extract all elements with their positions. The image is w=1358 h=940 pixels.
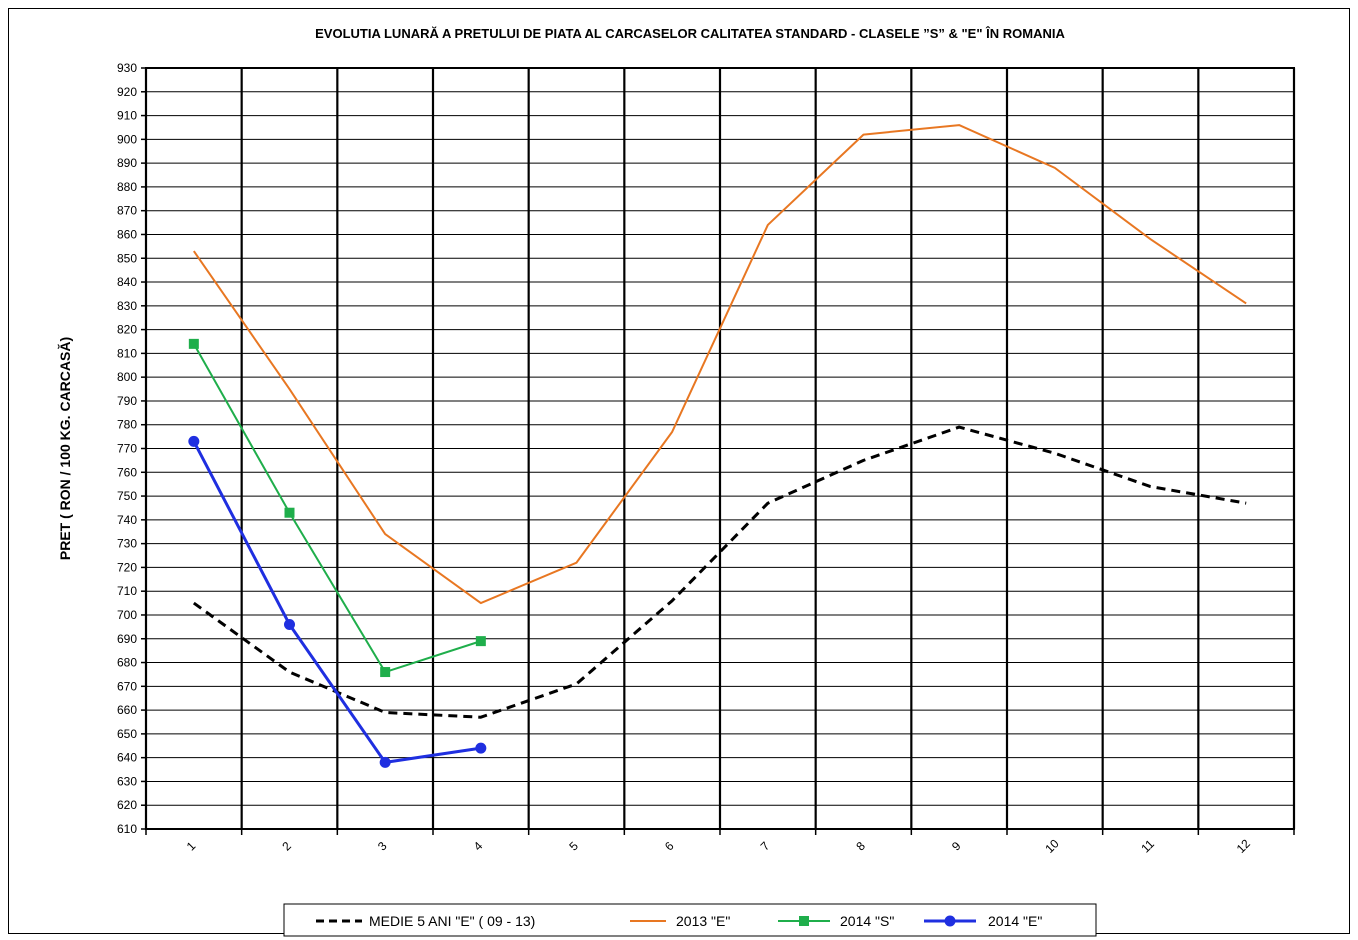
y-tick-label: 930 [117, 61, 137, 75]
y-tick-label: 690 [117, 632, 137, 646]
legend-label: 2013 "E" [676, 913, 730, 929]
data-point-circle [188, 435, 200, 447]
y-tick-label: 670 [117, 679, 137, 693]
series-layer [188, 124, 1247, 768]
y-tick-label: 700 [117, 608, 137, 622]
chart-title: EVOLUTIA LUNARĂ A PRETULUI DE PIATA AL C… [315, 26, 1065, 41]
x-tick-label: 9 [949, 839, 964, 854]
series-4 [188, 435, 487, 768]
y-tick-label: 790 [117, 394, 137, 408]
legend-item: 2013 "E" [630, 913, 730, 929]
y-tick-label: 830 [117, 299, 137, 313]
legend-label: MEDIE 5 ANI "E" ( 09 - 13) [369, 913, 535, 929]
legend-swatch-square [799, 916, 809, 926]
series-line [192, 343, 482, 674]
y-tick-label: 610 [117, 822, 137, 836]
x-tick-label: 12 [1234, 836, 1254, 856]
y-tick-label: 910 [117, 109, 137, 123]
data-point-square [380, 667, 391, 678]
y-tick-label: 920 [117, 85, 137, 99]
y-tick-label: 850 [117, 251, 137, 265]
y-tick-label: 860 [117, 227, 137, 241]
legend-label: 2014 "S" [840, 913, 894, 929]
y-tick-label: 740 [117, 513, 137, 527]
x-tick-label: 4 [471, 839, 486, 854]
x-tick-label: 7 [758, 839, 773, 854]
x-tick-label: 2 [279, 839, 294, 854]
legend-label: 2014 "E" [988, 913, 1042, 929]
x-tick-label: 11 [1138, 837, 1157, 856]
y-tick-label: 660 [117, 703, 137, 717]
legend-item: 2014 "S" [778, 913, 894, 929]
y-tick-label: 780 [117, 418, 137, 432]
y-tick-label: 710 [117, 584, 137, 598]
legend-item: 2014 "E" [924, 913, 1042, 929]
data-point-circle [379, 756, 391, 768]
y-tick-label: 840 [117, 275, 137, 289]
x-tick-label: 8 [853, 839, 868, 854]
x-tick-label: 5 [566, 839, 581, 854]
series-line [193, 124, 1247, 605]
axis-layer: 6106206306406506606706806907007107207307… [117, 61, 1295, 856]
x-tick-label: 10 [1042, 836, 1062, 856]
y-tick-label: 810 [117, 346, 137, 360]
y-tick-label: 900 [117, 132, 137, 146]
legend-box [283, 903, 1097, 937]
y-tick-label: 890 [117, 156, 137, 170]
data-point-circle [475, 742, 487, 754]
x-tick-label: 6 [662, 839, 677, 854]
series-line [192, 440, 482, 764]
y-tick-label: 760 [117, 465, 137, 479]
y-tick-label: 620 [117, 798, 137, 812]
plot-area-border [145, 67, 1295, 830]
y-tick-label: 750 [117, 489, 137, 503]
y-tick-label: 630 [117, 774, 137, 788]
y-tick-label: 680 [117, 656, 137, 670]
grid-layer [144, 67, 1296, 830]
series-2 [193, 124, 1247, 605]
legend-swatch-circle [944, 915, 956, 927]
y-axis-label: PRET ( RON / 100 KG. CARCASĂ) [57, 337, 73, 560]
x-tick-label: 3 [375, 839, 390, 854]
y-tick-label: 650 [117, 727, 137, 741]
data-point-square [475, 636, 486, 647]
legend: MEDIE 5 ANI "E" ( 09 - 13) 2013 "E" 2014 "… [283, 903, 1097, 937]
y-tick-label: 720 [117, 560, 137, 574]
y-tick-label: 820 [117, 323, 137, 337]
data-point-square [284, 507, 295, 518]
y-tick-label: 730 [117, 537, 137, 551]
data-point-circle [284, 618, 295, 630]
x-tick-label: 1 [184, 839, 199, 854]
series-3 [188, 338, 486, 678]
y-tick-label: 770 [117, 442, 137, 456]
y-tick-label: 640 [117, 751, 137, 765]
chart-frame [8, 8, 1350, 934]
data-point-square [188, 338, 199, 349]
y-tick-label: 800 [117, 370, 137, 384]
legend-item: MEDIE 5 ANI "E" ( 09 - 13) [316, 913, 535, 929]
y-tick-label: 880 [117, 180, 137, 194]
y-tick-label: 870 [117, 204, 137, 218]
